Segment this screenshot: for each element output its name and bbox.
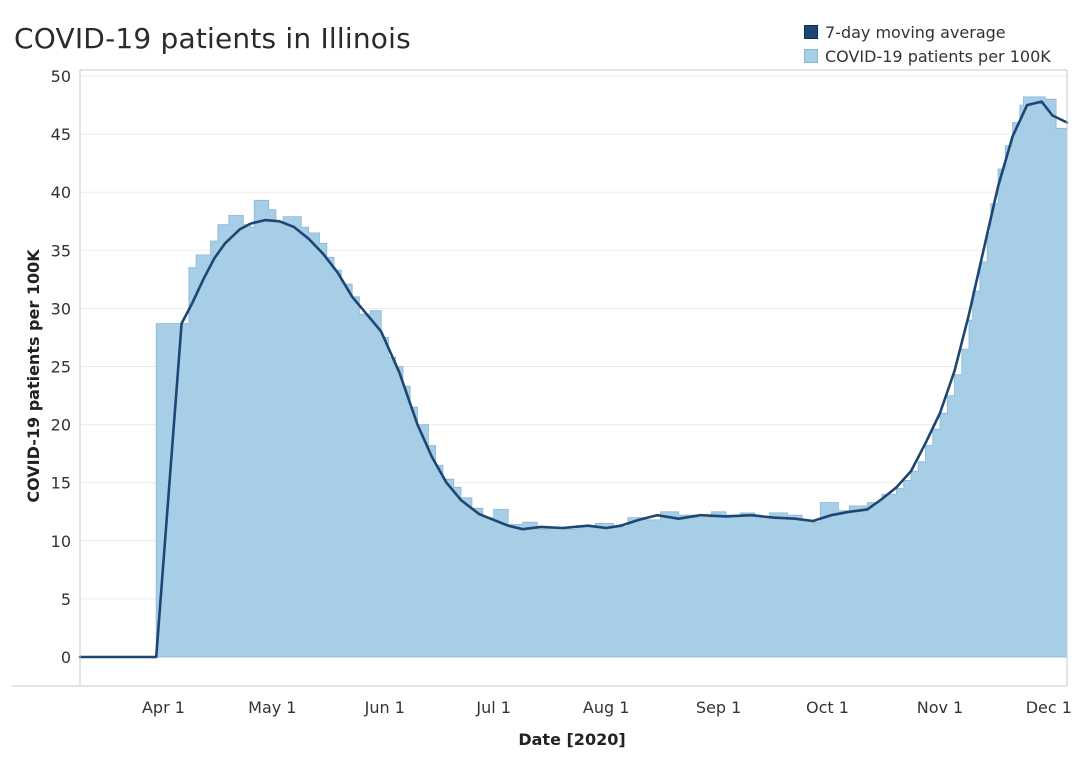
chart-title: COVID-19 patients in Illinois bbox=[14, 22, 411, 55]
x-axis: Apr 1 May 1 Jun 1 Jul 1 Aug 1 Sep 1 Oct 1 Nov 1… bbox=[142, 698, 1072, 717]
y-tick-label-0: 0 bbox=[61, 648, 71, 667]
y-tick-label-20: 20 bbox=[51, 416, 71, 435]
y-tick-label-5: 5 bbox=[61, 590, 71, 609]
y-tick-label-15: 15 bbox=[51, 474, 71, 493]
y-tick-label-45: 45 bbox=[51, 125, 71, 144]
y-axis-title: COVID-19 patients per 100K bbox=[24, 249, 43, 503]
x-tick-label-aug-1: Aug 1 bbox=[583, 698, 630, 717]
legend-item-patients[interactable]: COVID-19 patients per 100K bbox=[804, 44, 1051, 68]
patients-area[interactable] bbox=[80, 96, 1068, 658]
legend: 7-day moving average COVID-19 patients p… bbox=[804, 20, 1051, 68]
x-tick-label-nov-1: Nov 1 bbox=[917, 698, 964, 717]
y-tick-label-40: 40 bbox=[51, 183, 71, 202]
patients-area-series bbox=[80, 96, 1068, 658]
legend-label-moving-average: 7-day moving average bbox=[825, 22, 1006, 42]
y-tick-label-35: 35 bbox=[51, 241, 71, 260]
legend-swatch-moving-average bbox=[804, 25, 818, 39]
plot-frame bbox=[12, 69, 1068, 687]
legend-item-moving-average[interactable]: 7-day moving average bbox=[804, 20, 1051, 44]
y-tick-label-25: 25 bbox=[51, 358, 71, 377]
moving-average-series bbox=[78, 100, 1069, 659]
y-axis: 0 5 10 15 20 25 30 35 40 45 50 bbox=[51, 67, 71, 667]
x-tick-label-oct-1: Oct 1 bbox=[806, 698, 849, 717]
x-tick-label-apr-1: Apr 1 bbox=[142, 698, 185, 717]
x-tick-label-jun-1: Jun 1 bbox=[364, 698, 405, 717]
x-axis-title: Date [2020] bbox=[518, 730, 625, 749]
x-tick-label-jul-1: Jul 1 bbox=[475, 698, 511, 717]
y-tick-label-30: 30 bbox=[51, 299, 71, 318]
x-tick-label-may-1: May 1 bbox=[248, 698, 296, 717]
moving-average-line[interactable] bbox=[78, 100, 1069, 659]
y-tick-label-50: 50 bbox=[51, 67, 71, 86]
x-tick-label-sep-1: Sep 1 bbox=[696, 698, 741, 717]
legend-label-patients: COVID-19 patients per 100K bbox=[825, 46, 1051, 66]
y-tick-label-10: 10 bbox=[51, 532, 71, 551]
x-tick-label-dec-1: Dec 1 bbox=[1026, 698, 1072, 717]
legend-swatch-patients bbox=[804, 49, 818, 63]
